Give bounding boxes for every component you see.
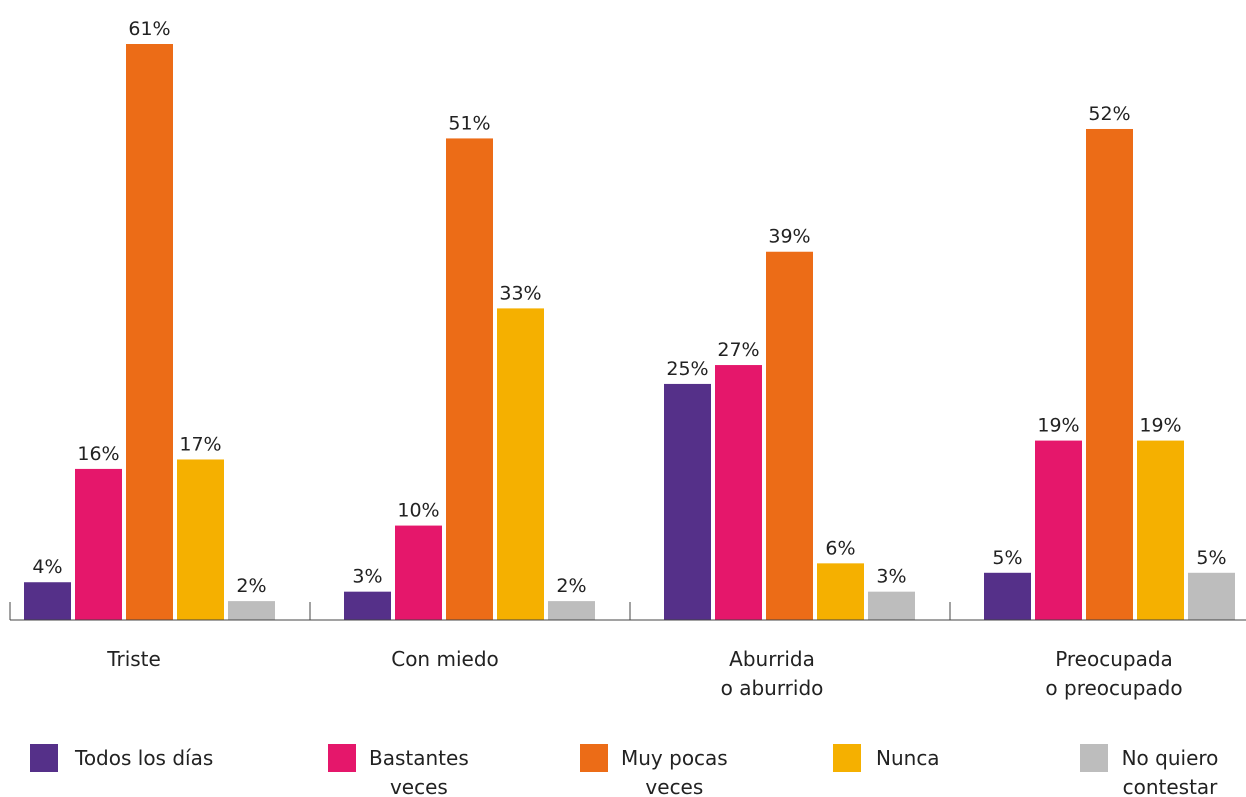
bar-2-4 bbox=[497, 308, 544, 620]
category-label-line: Aburrida bbox=[729, 647, 815, 671]
value-label-2-4: 33% bbox=[499, 282, 541, 304]
bar-1-3 bbox=[126, 44, 173, 620]
legend-label-line: Nunca bbox=[876, 746, 940, 770]
category-label-line: Triste bbox=[106, 647, 161, 671]
bar-3-1 bbox=[664, 383, 711, 620]
value-label-1-3: 61% bbox=[128, 18, 170, 40]
bar-3-2 bbox=[715, 365, 762, 620]
category-label-line: o preocupado bbox=[1045, 676, 1182, 700]
value-label-1-5: 2% bbox=[236, 575, 266, 597]
value-label-2-5: 2% bbox=[556, 575, 586, 597]
bar-2-2 bbox=[395, 525, 442, 620]
value-label-1-1: 4% bbox=[32, 556, 62, 578]
value-label-3-4: 6% bbox=[825, 537, 855, 559]
bar-4-2 bbox=[1035, 440, 1082, 620]
legend-label-2: Bastantes veces bbox=[369, 746, 469, 797]
value-label-2-1: 3% bbox=[352, 566, 382, 588]
value-label-2-2: 10% bbox=[397, 500, 439, 522]
legend-swatch-3 bbox=[580, 744, 608, 772]
value-label-1-4: 17% bbox=[179, 433, 221, 455]
bar-3-3 bbox=[766, 251, 813, 620]
value-label-2-3: 51% bbox=[448, 112, 490, 134]
value-label-4-5: 5% bbox=[1196, 547, 1226, 569]
value-label-4-2: 19% bbox=[1037, 415, 1079, 437]
legend-label-line: Muy pocas bbox=[621, 746, 728, 770]
legend-swatch-4 bbox=[833, 744, 861, 772]
bar-1-1 bbox=[24, 582, 71, 620]
bar-3-5 bbox=[868, 591, 915, 620]
legend-label-4: Nunca bbox=[876, 746, 940, 770]
legend-label-line: veces bbox=[390, 775, 448, 797]
value-label-3-2: 27% bbox=[717, 339, 759, 361]
bar-4-3 bbox=[1086, 128, 1133, 620]
bar-2-5 bbox=[548, 601, 595, 620]
bars-layer bbox=[24, 44, 1235, 621]
value-label-3-3: 39% bbox=[768, 226, 810, 248]
value-label-4-1: 5% bbox=[992, 547, 1022, 569]
value-label-3-5: 3% bbox=[876, 566, 906, 588]
category-label-line: Con miedo bbox=[391, 647, 499, 671]
bar-1-4 bbox=[177, 459, 224, 620]
value-label-4-4: 19% bbox=[1139, 415, 1181, 437]
legend-label-1: Todos los días bbox=[74, 746, 213, 770]
category-label-line: o aburrido bbox=[721, 676, 824, 700]
bar-2-1 bbox=[344, 591, 391, 620]
bar-3-4 bbox=[817, 563, 864, 620]
legend-label-line: Bastantes bbox=[369, 746, 469, 770]
x-axis bbox=[9, 602, 1246, 621]
value-labels-layer: 4% 16% 61% 17% 2% 3% 10% 51% 33% 2% 25% 27% 39% 6% 3% 5… bbox=[32, 18, 1226, 597]
category-label-line: Preocupada bbox=[1055, 647, 1173, 671]
category-label-1: Triste bbox=[106, 647, 161, 671]
legend-label-line: No quiero bbox=[1122, 746, 1219, 770]
bar-4-5 bbox=[1188, 572, 1235, 620]
category-label-3: Aburrida o aburrido bbox=[721, 647, 824, 700]
legend-label-line: veces bbox=[645, 775, 703, 797]
legend-label-5: No quiero contestar bbox=[1122, 746, 1219, 797]
bar-4-1 bbox=[984, 572, 1031, 620]
legend-swatch-5 bbox=[1080, 744, 1108, 772]
legend: Todos los días Bastantes veces Muy pocas vec… bbox=[30, 744, 1218, 797]
bar-1-5 bbox=[228, 601, 275, 620]
bar-2-3 bbox=[446, 138, 493, 621]
bar-4-4 bbox=[1137, 440, 1184, 620]
bar-1-2 bbox=[75, 468, 122, 620]
legend-label-line: contestar bbox=[1123, 775, 1219, 797]
value-label-3-1: 25% bbox=[666, 358, 708, 380]
category-label-2: Con miedo bbox=[391, 647, 499, 671]
legend-label-3: Muy pocas veces bbox=[621, 746, 728, 797]
value-label-1-2: 16% bbox=[77, 443, 119, 465]
legend-swatch-1 bbox=[30, 744, 58, 772]
value-label-4-3: 52% bbox=[1088, 103, 1130, 125]
category-label-4: Preocupada o preocupado bbox=[1045, 647, 1182, 700]
legend-label-line: Todos los días bbox=[74, 746, 213, 770]
legend-swatch-2 bbox=[328, 744, 356, 772]
category-labels-layer: Triste Con miedo Aburrida o aburrido Preocup… bbox=[106, 647, 1182, 700]
